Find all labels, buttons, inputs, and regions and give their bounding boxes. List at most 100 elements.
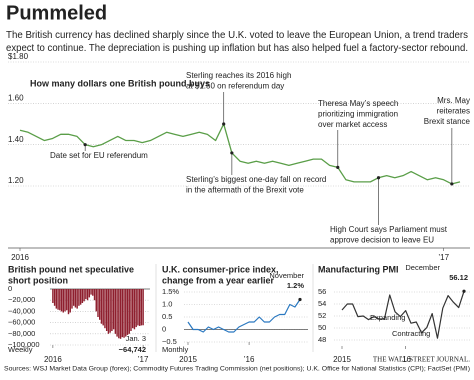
bar xyxy=(81,289,84,303)
leader-dot xyxy=(450,182,454,186)
bar xyxy=(66,289,68,311)
bar xyxy=(138,289,141,326)
y-tick-label: 0 xyxy=(162,324,166,333)
x-tick-label: ’17 xyxy=(438,253,449,262)
bar xyxy=(140,289,143,326)
x-tick-label: ’16 xyxy=(400,355,411,364)
bar xyxy=(95,289,97,312)
bar xyxy=(123,289,125,338)
series-line xyxy=(19,123,461,185)
y-tick-label: 50 xyxy=(318,323,326,332)
chart-title: U.K. consumer-price index, xyxy=(162,264,279,274)
x-tick-label: 2016 xyxy=(11,253,29,262)
bar xyxy=(69,289,71,313)
bar xyxy=(86,289,89,301)
annotation: over market access xyxy=(318,120,387,129)
bar xyxy=(100,289,103,324)
bar xyxy=(59,289,61,311)
y-tick-label: −40,000 xyxy=(8,306,35,315)
annotation: High Court says Parliament must xyxy=(330,225,448,234)
y-tick-label: −20,000 xyxy=(8,295,35,304)
chart-title: How many dollars one British pound buys xyxy=(30,78,210,88)
bar xyxy=(99,289,101,320)
bar xyxy=(111,289,113,331)
annotation: prioritizing immigration xyxy=(318,110,398,119)
bar xyxy=(53,289,56,306)
series-line xyxy=(341,291,465,339)
x-tick-label: 2015 xyxy=(333,355,351,364)
bar xyxy=(83,289,85,302)
chart-title: Manufacturing PMI xyxy=(318,264,399,274)
y-tick-label: −100,000 xyxy=(8,340,40,349)
bar xyxy=(112,289,115,330)
bar xyxy=(64,289,66,312)
bar xyxy=(55,289,58,309)
bar xyxy=(79,289,82,305)
y-tick-label: −80,000 xyxy=(8,329,35,338)
bar xyxy=(119,289,122,339)
bar xyxy=(74,289,77,308)
x-tick-label: ’17 xyxy=(138,355,149,364)
y-tick-label: 1.20 xyxy=(8,176,24,185)
bar xyxy=(128,289,130,334)
note: Weekly xyxy=(8,345,33,354)
x-tick-label: 2016 xyxy=(44,355,62,364)
annotation: approve decision to leave EU xyxy=(330,236,434,245)
bar xyxy=(130,289,132,331)
value-label: 1.2% xyxy=(287,281,304,290)
bar xyxy=(78,289,80,306)
annotation: Sterling’s biggest one-day fall on recor… xyxy=(186,175,326,184)
subtitle-line: The British currency has declined sharpl… xyxy=(6,29,468,41)
bar xyxy=(90,289,92,295)
chart-title: British pound net speculative xyxy=(8,264,134,274)
value-label: −64,742 xyxy=(119,345,146,354)
bar xyxy=(135,289,137,328)
bar xyxy=(76,289,78,309)
bar xyxy=(92,289,94,296)
bar xyxy=(125,289,127,337)
y-tick-label: $1.80 xyxy=(8,52,29,61)
y-tick-label: 1.5% xyxy=(162,287,179,296)
annotation: Expanding xyxy=(370,313,405,322)
bar xyxy=(109,289,111,333)
leader-dot xyxy=(222,122,226,126)
annotation: in the aftermath of the Brexit vote xyxy=(186,186,304,195)
annotation: November xyxy=(269,271,304,280)
end-dot xyxy=(298,297,302,302)
bar xyxy=(60,289,63,312)
y-tick-label: 0 xyxy=(8,284,12,293)
bar xyxy=(131,289,134,329)
bar xyxy=(133,289,136,330)
y-tick-label: 0.5 xyxy=(162,312,172,321)
annotation: Mrs. May xyxy=(437,96,470,105)
annotation: reiterates xyxy=(437,107,470,116)
leader-dot xyxy=(376,176,381,180)
bar xyxy=(62,289,65,313)
subtitle-line: expect to continue. The depreciation is … xyxy=(6,42,468,54)
source: Sources: WSJ Market Data Group (forex); … xyxy=(4,366,470,373)
bar xyxy=(105,289,108,331)
bar xyxy=(102,289,104,326)
bar xyxy=(97,289,99,317)
annotation: Theresa May’s speech xyxy=(318,99,398,108)
bar xyxy=(88,289,91,298)
chart-title: change from a year earlier xyxy=(162,275,275,285)
leader-dot xyxy=(336,165,340,169)
y-tick-label: 1.40 xyxy=(8,135,24,144)
bar xyxy=(107,289,110,334)
bar xyxy=(71,289,73,309)
x-tick-label: 2015 xyxy=(179,355,197,364)
x-tick-label: ’16 xyxy=(244,355,255,364)
annotation: Sterling reaches its 2016 high xyxy=(186,71,291,80)
bar xyxy=(121,289,124,338)
bar xyxy=(72,289,75,306)
annotation: December xyxy=(405,263,440,272)
note: Monthly xyxy=(162,345,189,354)
annotation: Brexit stance xyxy=(424,117,471,126)
bar xyxy=(93,289,96,301)
y-tick-label: 48 xyxy=(318,335,326,344)
y-tick-label: 56 xyxy=(318,287,326,296)
bar xyxy=(116,289,118,337)
